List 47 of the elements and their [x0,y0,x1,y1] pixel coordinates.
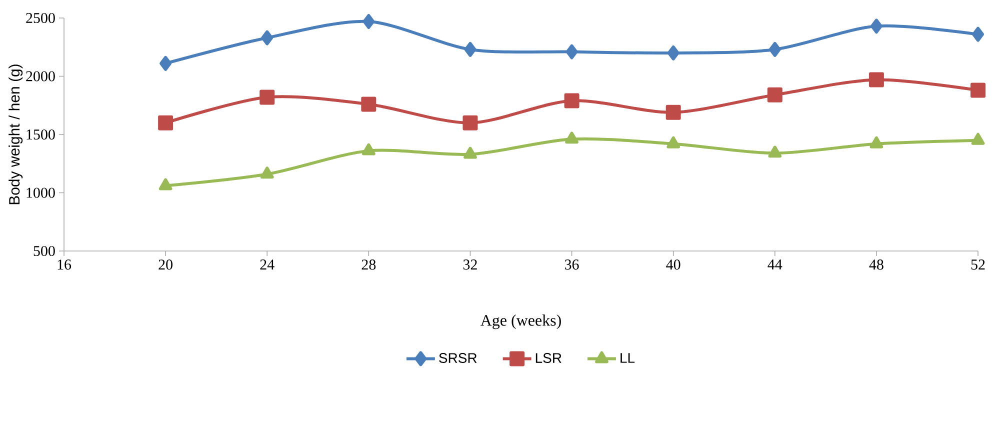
x-tick-label: 16 [58,260,72,270]
x-tick-label: 52 [971,260,985,270]
point [260,90,275,105]
point [667,45,680,60]
point [564,93,580,108]
x-tick-label: 48 [869,260,884,270]
point [666,104,681,120]
point [870,136,884,148]
point [261,30,274,46]
point [462,115,478,130]
x-tick-label: 36 [565,260,579,270]
legend-label: LSR [536,353,562,363]
point [768,42,781,57]
point [160,56,172,71]
point [666,136,680,148]
point [970,82,986,98]
x-tick-label: 32 [463,260,477,270]
x-tick-label: 40 [666,260,680,270]
y-tick-label: 1000 [26,188,55,198]
point [565,132,578,144]
point [464,42,476,57]
y-tick-label: 500 [34,246,55,256]
point [767,87,782,102]
point [260,166,274,179]
y-tick-label: 1500 [26,129,55,140]
x-tick-label: 24 [260,260,274,270]
y-tick-label: 2500 [26,12,55,24]
x-tick-label: 28 [362,260,376,270]
legend-label: SRSR [439,353,477,363]
point [868,72,884,88]
legend-label: LL [620,353,635,363]
point [768,146,782,158]
point [972,26,984,42]
y-tick-label: 2000 [26,71,55,82]
point [971,132,985,145]
y-axis-title: Body weight / hen (g) [8,64,23,204]
point [464,146,477,159]
point [870,18,882,34]
point [362,143,376,156]
x-tick-label: 44 [768,260,782,270]
point [158,178,172,190]
point [566,44,578,60]
point [158,115,174,130]
point [362,14,375,29]
point [361,96,376,112]
x-tick-label: 20 [158,260,172,270]
x-axis-title: Age (weeks) [480,314,561,330]
